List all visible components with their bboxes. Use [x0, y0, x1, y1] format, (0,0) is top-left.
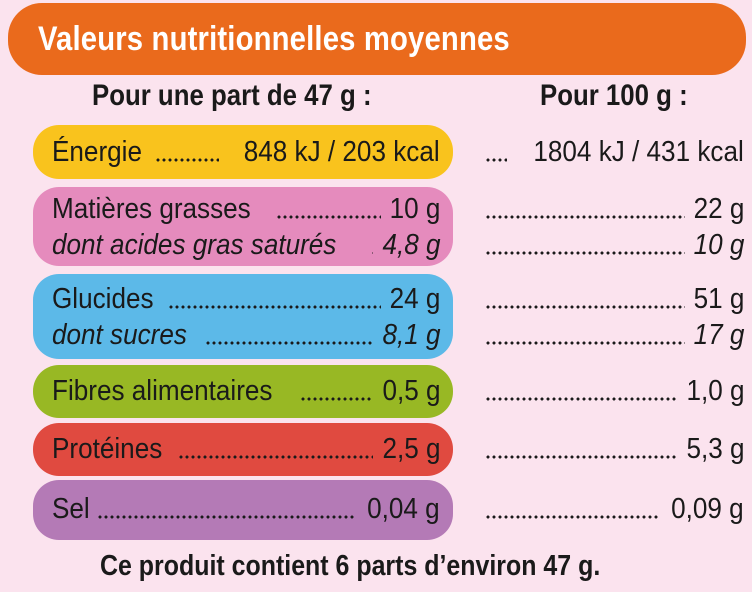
- fibres-pill: [33, 365, 453, 418]
- dot-leader: [485, 305, 685, 309]
- matieres-grasses-row-portion: Matières grasses 10 g: [52, 192, 440, 226]
- row-label: Protéines: [52, 433, 163, 465]
- row-value: 1,0 g: [685, 375, 744, 407]
- row-value: 24 g: [389, 283, 440, 315]
- dot-leader: [485, 455, 677, 459]
- dot-leader: [204, 341, 373, 345]
- row-value: 4,8 g: [381, 229, 440, 261]
- ags-row-portion: dont acides gras saturés 4,8 g: [52, 228, 440, 262]
- row-label: Glucides: [52, 283, 154, 315]
- ags-row-100g: 10 g: [482, 228, 744, 262]
- sel-pill: [33, 480, 453, 540]
- glucides-row-portion: Glucides 24 g: [52, 282, 440, 316]
- sel-row-portion: Sel 0,04 g: [52, 492, 440, 526]
- dot-leader: [485, 397, 677, 401]
- row-value: 22 g: [693, 193, 744, 225]
- dot-leader: [370, 251, 373, 255]
- fibres-row-100g: 1,0 g: [482, 374, 744, 408]
- matieres-grasses-row-100g: 22 g: [482, 192, 744, 226]
- dot-leader: [96, 515, 357, 519]
- energie-row-portion: Énergie 848 kJ / 203 kcal: [52, 135, 440, 169]
- table-title: Valeurs nutritionnelles moyennes: [38, 19, 510, 58]
- row-value: 2,5 g: [381, 433, 440, 465]
- row-value: 848 kJ / 203 kcal: [244, 136, 440, 168]
- energie-pill: [33, 125, 453, 179]
- dot-leader: [485, 251, 685, 255]
- dot-leader: [299, 397, 373, 401]
- sucres-row-100g: 17 g: [482, 318, 744, 352]
- proteines-row-100g: 5,3 g: [482, 432, 744, 466]
- proteines-row-portion: Protéines 2,5 g: [52, 432, 440, 466]
- glucides-row-100g: 51 g: [482, 282, 744, 316]
- sucres-row-portion: dont sucres 8,1 g: [52, 318, 440, 352]
- dot-leader: [485, 341, 685, 345]
- row-label: Matières grasses: [52, 193, 251, 225]
- row-value: 5,3 g: [685, 433, 744, 465]
- row-value: 1804 kJ / 431 kcal: [533, 136, 744, 168]
- row-value: 51 g: [693, 283, 744, 315]
- sel-row-100g: 0,09 g: [482, 492, 744, 526]
- dot-leader: [485, 158, 508, 162]
- portion-footnote: Ce produit contient 6 parts d’environ 47…: [100, 550, 601, 582]
- row-value: 8,1 g: [381, 319, 440, 351]
- proteines-pill: [33, 423, 453, 476]
- row-value: 10 g: [693, 229, 744, 261]
- dot-leader: [275, 215, 381, 219]
- row-value: 0,5 g: [381, 375, 440, 407]
- header-per-portion: Pour une part de 47 g :: [92, 79, 372, 112]
- matieres-grasses-pill: [33, 187, 453, 266]
- dot-leader: [177, 455, 373, 459]
- dot-leader: [154, 158, 220, 162]
- row-value: 0,09 g: [671, 493, 744, 525]
- dot-leader: [485, 515, 661, 519]
- row-value: 10 g: [389, 193, 440, 225]
- header-per-100g: Pour 100 g :: [540, 79, 688, 112]
- row-label: Fibres alimentaires: [52, 375, 273, 407]
- row-value: 17 g: [693, 319, 744, 351]
- dot-leader: [485, 215, 685, 219]
- row-label: Énergie: [52, 136, 142, 168]
- row-value: 0,04 g: [367, 493, 440, 525]
- dot-leader: [167, 305, 381, 309]
- fibres-row-portion: Fibres alimentaires 0,5 g: [52, 374, 440, 408]
- row-label: dont sucres: [52, 319, 187, 351]
- title-banner: Valeurs nutritionnelles moyennes: [8, 3, 746, 75]
- energie-row-100g: 1804 kJ / 431 kcal: [482, 135, 744, 169]
- row-label: Sel: [52, 493, 90, 525]
- row-label: dont acides gras saturés: [52, 229, 337, 261]
